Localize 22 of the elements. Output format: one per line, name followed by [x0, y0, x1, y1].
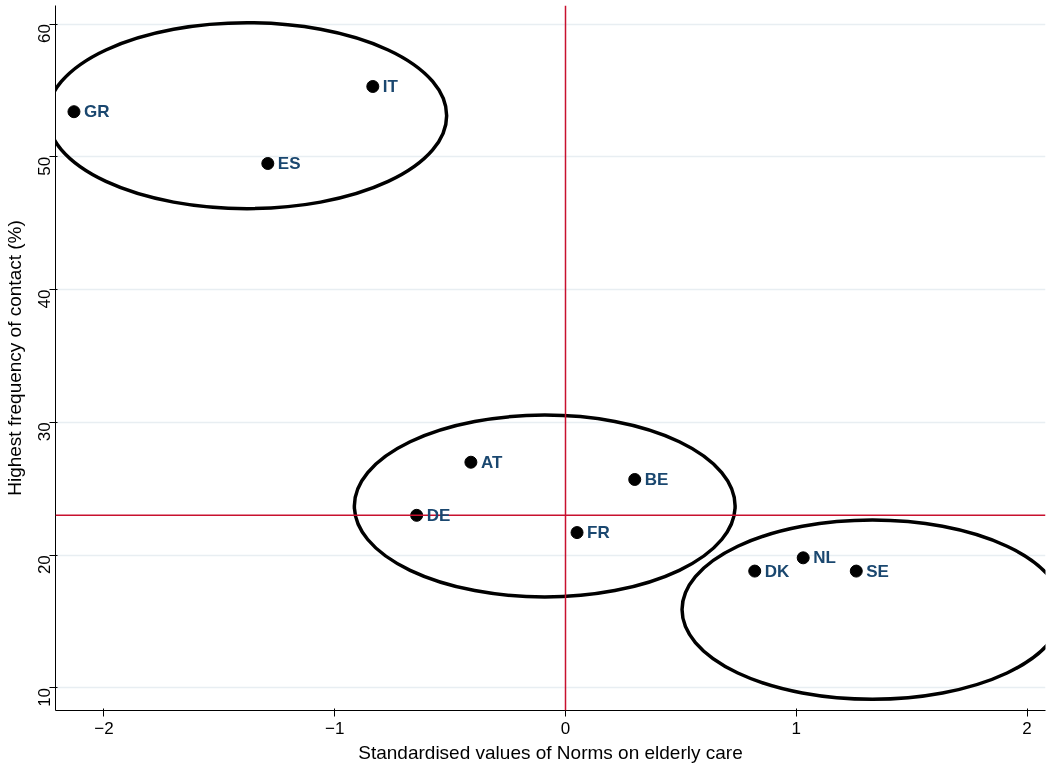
x-tick-label: 1: [791, 718, 802, 738]
y-tick-label: 20: [35, 555, 55, 575]
data-label: ES: [277, 153, 301, 173]
x-tick-label: −2: [94, 718, 114, 738]
y-tick-label: 30: [35, 422, 55, 442]
y-tick-label: 60: [35, 24, 55, 43]
data-label: BE: [644, 469, 669, 489]
data-label: AT: [480, 452, 503, 472]
y-axis-title: Highest frequency of contact (%): [3, 220, 25, 496]
y-tick-label: 50: [35, 156, 55, 176]
y-tick-label: 10: [35, 687, 55, 707]
x-tick-label: 0: [560, 718, 571, 738]
data-label: NL: [813, 548, 836, 568]
data-label: SE: [866, 561, 889, 581]
data-label: IT: [382, 76, 399, 96]
x-tick-label: −1: [325, 718, 345, 738]
data-label: FR: [587, 523, 610, 543]
y-tick-label: 40: [35, 289, 55, 309]
data-label: DK: [764, 561, 791, 581]
x-axis-title: Standardised values of Norms on elderly care: [358, 741, 743, 763]
data-label: GR: [83, 102, 110, 122]
x-tick-label: 2: [1022, 718, 1032, 738]
